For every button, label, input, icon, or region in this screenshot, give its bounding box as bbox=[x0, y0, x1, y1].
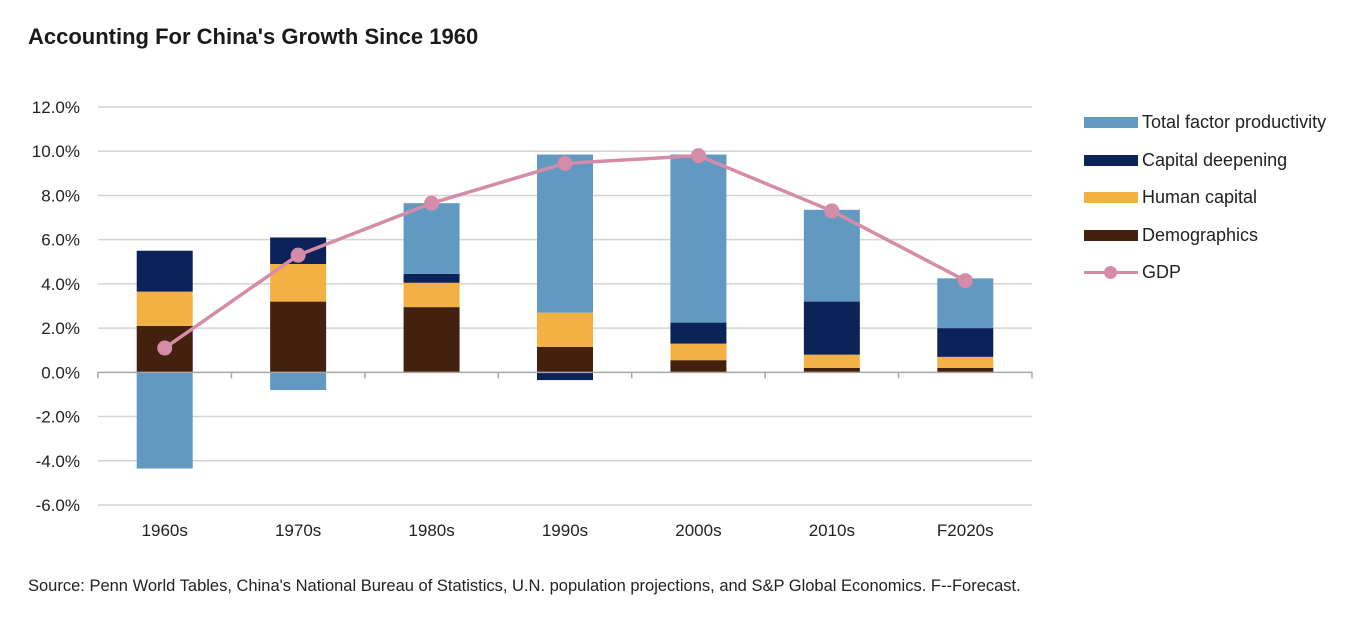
bar-total-factor-productivity bbox=[270, 372, 327, 391]
bar-capital-deepening bbox=[136, 250, 193, 292]
bar-human-capital bbox=[403, 282, 460, 308]
bar-capital-deepening bbox=[403, 273, 460, 283]
y-tick-label: 8.0% bbox=[41, 186, 80, 205]
gdp-point bbox=[557, 155, 573, 171]
bar-human-capital bbox=[537, 312, 593, 347]
legend-label: Demographics bbox=[1142, 224, 1259, 245]
legend: Total factor productivity Capital deepeni… bbox=[1084, 104, 1326, 292]
y-tick-label: 10.0% bbox=[32, 142, 80, 161]
gdp-point bbox=[290, 247, 306, 263]
bar-demographics bbox=[403, 307, 460, 373]
legend-label: Capital deepening bbox=[1142, 149, 1288, 170]
bar-total-factor-productivity bbox=[403, 203, 460, 274]
y-tick-label: -2.0% bbox=[36, 408, 80, 427]
y-tick-label: 6.0% bbox=[41, 231, 80, 250]
legend-label: Total factor productivity bbox=[1142, 112, 1327, 133]
legend-swatch bbox=[1084, 192, 1138, 204]
bar-capital-deepening bbox=[670, 322, 727, 344]
bar-demographics bbox=[670, 360, 727, 373]
bar-human-capital bbox=[937, 356, 994, 368]
legend-label: Human capital bbox=[1142, 187, 1258, 208]
x-tick-label: 1980s bbox=[408, 521, 454, 540]
y-tick-label: 0.0% bbox=[41, 363, 80, 382]
legend-swatch bbox=[1084, 117, 1138, 129]
legend-item: Demographics bbox=[1084, 217, 1326, 255]
x-tick-label: 1970s bbox=[275, 521, 321, 540]
bar-demographics bbox=[803, 367, 860, 373]
bar-human-capital bbox=[136, 291, 193, 326]
bar-capital-deepening bbox=[803, 301, 860, 355]
legend-swatch bbox=[1084, 229, 1138, 241]
x-tick-label: 2010s bbox=[809, 521, 855, 540]
x-tick-label: F2020s bbox=[937, 521, 994, 540]
x-tick-label: 2000s bbox=[675, 521, 721, 540]
legend-item: GDP bbox=[1084, 254, 1326, 292]
source-note: Source: Penn World Tables, China's Natio… bbox=[28, 577, 1021, 595]
legend-item: Human capital bbox=[1084, 179, 1326, 217]
bar-human-capital bbox=[803, 354, 860, 368]
legend-label: GDP bbox=[1142, 262, 1182, 283]
chart-title: Accounting For China's Growth Since 1960 bbox=[28, 24, 479, 49]
legend-swatch bbox=[1084, 154, 1138, 166]
legend-item: Capital deepening bbox=[1084, 142, 1326, 180]
gdp-point bbox=[157, 340, 173, 356]
bar-total-factor-productivity bbox=[803, 209, 860, 302]
y-tick-label: 4.0% bbox=[41, 275, 80, 294]
y-tick-label: -6.0% bbox=[36, 496, 80, 515]
y-tick-label: 12.0% bbox=[32, 98, 80, 117]
gdp-point bbox=[690, 148, 706, 164]
bar-capital-deepening bbox=[937, 328, 994, 357]
bar-human-capital bbox=[670, 343, 727, 361]
bar-demographics bbox=[537, 346, 593, 373]
legend-swatch bbox=[1084, 266, 1138, 280]
x-tick-label: 1960s bbox=[142, 521, 188, 540]
x-tick-label: 1990s bbox=[542, 521, 588, 540]
bar-demographics bbox=[270, 301, 327, 373]
bar-total-factor-productivity bbox=[537, 154, 593, 313]
bar-total-factor-productivity bbox=[670, 154, 727, 323]
bar-demographics bbox=[937, 367, 994, 373]
legend-item: Total factor productivity bbox=[1084, 104, 1326, 142]
bar-total-factor-productivity bbox=[136, 372, 193, 469]
gdp-point bbox=[957, 273, 973, 289]
y-tick-label: -4.0% bbox=[36, 452, 80, 471]
gdp-point bbox=[824, 203, 840, 219]
gdp-point bbox=[424, 195, 440, 211]
y-tick-label: 2.0% bbox=[41, 319, 80, 338]
bar-capital-deepening bbox=[537, 372, 593, 381]
